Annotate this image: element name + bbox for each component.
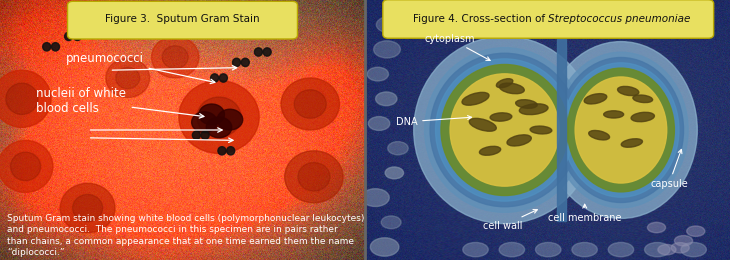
Text: DNA: DNA bbox=[396, 116, 472, 127]
Ellipse shape bbox=[584, 94, 607, 104]
Ellipse shape bbox=[162, 46, 188, 69]
Ellipse shape bbox=[658, 244, 676, 255]
Text: capsule: capsule bbox=[650, 150, 688, 189]
Ellipse shape bbox=[385, 167, 404, 179]
Ellipse shape bbox=[367, 67, 388, 81]
Ellipse shape bbox=[254, 48, 262, 56]
Ellipse shape bbox=[499, 242, 525, 257]
Ellipse shape bbox=[441, 64, 568, 196]
Ellipse shape bbox=[264, 48, 272, 56]
Ellipse shape bbox=[0, 140, 53, 192]
Ellipse shape bbox=[436, 59, 574, 201]
Ellipse shape bbox=[430, 53, 579, 207]
Ellipse shape bbox=[65, 32, 73, 41]
Ellipse shape bbox=[469, 118, 496, 131]
Ellipse shape bbox=[648, 222, 666, 233]
Ellipse shape bbox=[618, 86, 639, 96]
Ellipse shape bbox=[554, 52, 688, 208]
Ellipse shape bbox=[675, 236, 693, 246]
Ellipse shape bbox=[671, 243, 689, 253]
Ellipse shape bbox=[572, 242, 597, 257]
Ellipse shape bbox=[388, 142, 408, 155]
Ellipse shape bbox=[480, 146, 501, 155]
Text: cell wall: cell wall bbox=[483, 210, 537, 231]
Ellipse shape bbox=[193, 131, 200, 139]
Ellipse shape bbox=[52, 43, 60, 51]
Ellipse shape bbox=[369, 116, 390, 131]
Ellipse shape bbox=[575, 77, 666, 183]
Ellipse shape bbox=[374, 41, 400, 58]
Ellipse shape bbox=[6, 83, 38, 114]
FancyBboxPatch shape bbox=[383, 0, 714, 38]
Ellipse shape bbox=[219, 74, 228, 82]
Ellipse shape bbox=[631, 112, 654, 122]
Ellipse shape bbox=[545, 42, 697, 218]
Ellipse shape bbox=[563, 63, 679, 197]
Ellipse shape bbox=[10, 152, 41, 181]
Ellipse shape bbox=[462, 92, 489, 105]
Ellipse shape bbox=[633, 95, 653, 103]
Text: Streptococcus pneumoniae: Streptococcus pneumoniae bbox=[548, 14, 691, 24]
Ellipse shape bbox=[507, 135, 531, 146]
Text: Figure 3.  Sputum Gram Stain: Figure 3. Sputum Gram Stain bbox=[105, 15, 260, 24]
Bar bbox=[557, 39, 566, 221]
Ellipse shape bbox=[218, 109, 242, 130]
Ellipse shape bbox=[567, 68, 675, 192]
Ellipse shape bbox=[72, 194, 103, 222]
Ellipse shape bbox=[588, 131, 610, 140]
Ellipse shape bbox=[558, 57, 683, 203]
Ellipse shape bbox=[604, 111, 623, 118]
Ellipse shape bbox=[179, 81, 259, 153]
Ellipse shape bbox=[115, 67, 139, 89]
Ellipse shape bbox=[608, 242, 634, 257]
Ellipse shape bbox=[530, 126, 552, 134]
Ellipse shape bbox=[218, 147, 226, 155]
Ellipse shape bbox=[60, 183, 115, 233]
Ellipse shape bbox=[519, 104, 548, 115]
Text: cytoplasm: cytoplasm bbox=[425, 34, 490, 61]
Ellipse shape bbox=[152, 36, 199, 78]
Ellipse shape bbox=[515, 100, 537, 108]
Ellipse shape bbox=[199, 104, 225, 125]
Ellipse shape bbox=[499, 83, 524, 94]
Text: nucleii of white
blood cells: nucleii of white blood cells bbox=[36, 87, 204, 118]
Ellipse shape bbox=[210, 74, 218, 82]
Ellipse shape bbox=[241, 58, 249, 67]
Ellipse shape bbox=[414, 36, 596, 224]
Ellipse shape bbox=[206, 117, 232, 138]
Ellipse shape bbox=[281, 78, 339, 130]
Text: Figure 4. Cross-section of: Figure 4. Cross-section of bbox=[413, 14, 548, 24]
Text: Sputum Gram stain showing white blood cells (polymorphonuclear leukocytes)
and p: Sputum Gram stain showing white blood ce… bbox=[7, 214, 365, 257]
Ellipse shape bbox=[376, 92, 397, 106]
Ellipse shape bbox=[450, 74, 559, 186]
Ellipse shape bbox=[425, 48, 585, 212]
Ellipse shape bbox=[490, 113, 512, 121]
Ellipse shape bbox=[645, 242, 670, 257]
Ellipse shape bbox=[377, 17, 401, 32]
Ellipse shape bbox=[285, 151, 343, 203]
Ellipse shape bbox=[381, 216, 401, 229]
Ellipse shape bbox=[42, 43, 51, 51]
Ellipse shape bbox=[191, 112, 218, 133]
Ellipse shape bbox=[361, 189, 389, 206]
Ellipse shape bbox=[536, 242, 561, 257]
Ellipse shape bbox=[370, 238, 399, 256]
Ellipse shape bbox=[681, 242, 707, 257]
Ellipse shape bbox=[463, 242, 488, 257]
Ellipse shape bbox=[74, 32, 82, 41]
Ellipse shape bbox=[687, 226, 705, 236]
Ellipse shape bbox=[496, 79, 513, 88]
Ellipse shape bbox=[621, 139, 642, 147]
Ellipse shape bbox=[0, 70, 51, 127]
Ellipse shape bbox=[233, 58, 241, 67]
Ellipse shape bbox=[106, 58, 150, 98]
Ellipse shape bbox=[226, 147, 235, 155]
FancyBboxPatch shape bbox=[68, 1, 298, 39]
Text: cell membrane: cell membrane bbox=[548, 204, 622, 223]
Text: pneumococci: pneumococci bbox=[66, 53, 215, 83]
Ellipse shape bbox=[197, 97, 241, 137]
Ellipse shape bbox=[294, 90, 326, 118]
Ellipse shape bbox=[298, 162, 330, 191]
Ellipse shape bbox=[201, 131, 210, 139]
